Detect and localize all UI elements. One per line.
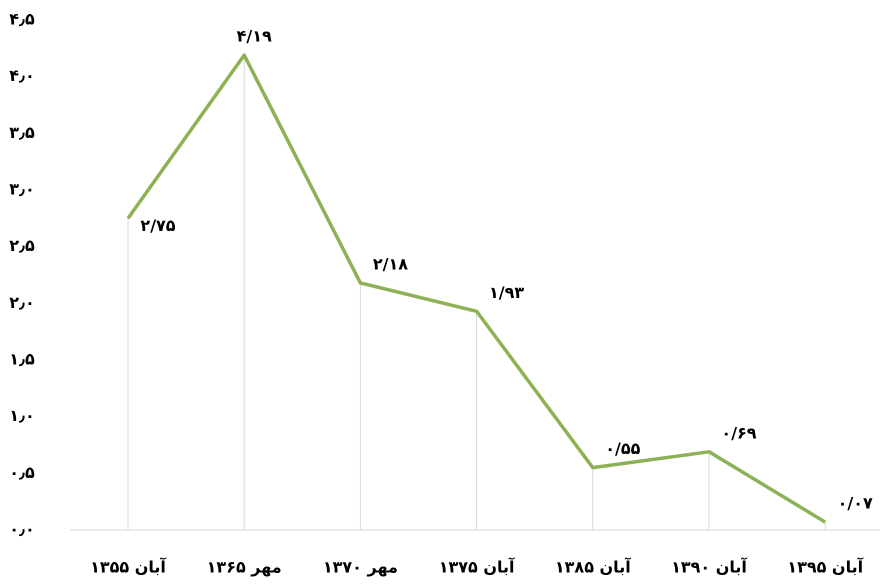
y-tick-label: ۳٫۰ (9, 180, 35, 199)
x-tick-label: مهر ۱۳۷۰ (323, 558, 398, 577)
data-label: ۰/۰۷ (838, 494, 873, 513)
x-tick-label: مهر ۱۳۶۵ (207, 558, 282, 577)
data-label: ۰/۵۵ (605, 439, 640, 458)
line (126, 53, 827, 524)
y-tick-label: ۰٫۰ (9, 520, 35, 539)
y-tick-label: ۰٫۵ (9, 463, 35, 482)
y-tick-label: ۲٫۵ (9, 236, 35, 255)
y-tick-label: ۱٫۰ (9, 406, 35, 425)
data-label: ۰/۶۹ (721, 423, 756, 442)
x-tick-label: آبان ۱۳۹۵ (787, 557, 863, 577)
y-tick-label: ۳٫۵ (9, 123, 35, 142)
x-tick-label: آبان ۱۳۵۵ (90, 557, 166, 577)
data-label: ۴/۱۹ (237, 27, 272, 46)
x-tick-label: آبان ۱۳۷۵ (439, 557, 515, 577)
y-tick-label: ۱٫۵ (9, 350, 35, 369)
x-tick-label: آبان ۱۳۹۰ (671, 557, 747, 577)
data-label: ۲/۷۵ (140, 216, 175, 235)
y-tick-label: ۴٫۵ (9, 10, 35, 29)
y-tick-label: ۴٫۰ (9, 66, 35, 85)
x-tick-label: آبان ۱۳۸۵ (555, 557, 631, 577)
data-label: ۲/۱۸ (373, 254, 408, 273)
data-label: ۱/۹۳ (489, 283, 524, 302)
y-tick-label: ۲٫۰ (9, 293, 35, 312)
